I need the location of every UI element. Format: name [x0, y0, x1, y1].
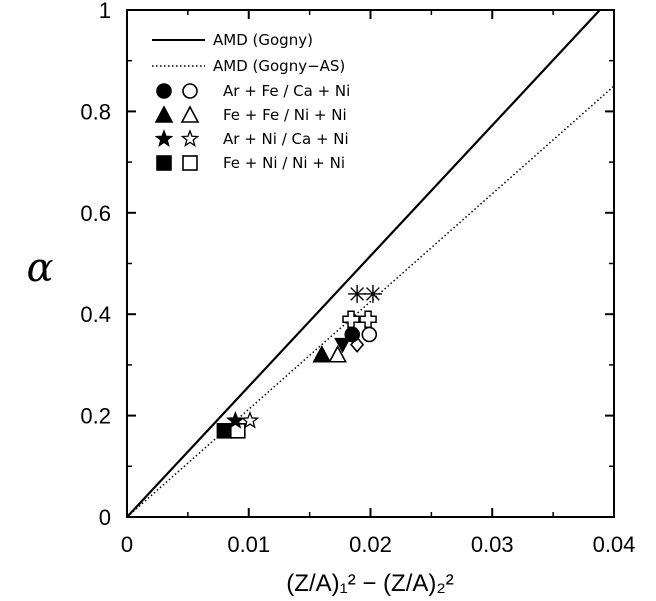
axis-ticks: 0 0.01 0.02 0.03 0.04 0 0.2 0.4 0.6 0.8 1: [80, 0, 635, 557]
y-axis-label: α: [26, 245, 53, 291]
y-tick-label: 0.8: [80, 99, 111, 124]
model-lines: [127, 10, 614, 517]
legend-line-label: AMD (Gogny): [213, 31, 313, 49]
data-point-square-filled: [216, 423, 233, 439]
legend: AMD (Gogny) AMD (Gogny−AS) Ar + Fe / Ca + …: [152, 31, 350, 172]
legend-marker-star-filled: [154, 129, 174, 147]
data-point-star-open: [240, 410, 260, 429]
plot-frame: [126, 9, 615, 518]
y-tick-label: 0.4: [80, 302, 111, 327]
y-tick-label: 0.2: [80, 404, 111, 429]
data-point-triangle-down-filled: [334, 337, 351, 354]
data-point-star-filled: [225, 410, 245, 429]
data-point-asterisk-open: [363, 284, 382, 303]
line-gogny-as: [127, 85, 614, 517]
x-tick-label: 0: [121, 532, 133, 557]
legend-marker-label: Ar + Ni / Ca + Ni: [223, 130, 349, 148]
y-tick-label: 1: [99, 0, 111, 23]
legend-marker-star-open: [180, 129, 200, 147]
legend-marker-circle-open: [182, 83, 198, 99]
data-point-circle-filled: [344, 326, 361, 343]
legend-marker-label: Fe + Fe / Ni + Ni: [223, 106, 347, 124]
x-tick-label: 0.01: [227, 532, 270, 557]
data-point-cross-open: [359, 310, 377, 329]
data-point-triangle-open: [328, 345, 347, 363]
legend-marker-triangle-filled: [154, 105, 174, 123]
legend-marker-square-filled: [156, 155, 172, 171]
data-point-triangle-filled: [312, 345, 332, 363]
x-tick-label: 0.04: [593, 532, 636, 557]
line-gogny: [127, 10, 602, 517]
y-tick-label: 0.6: [80, 201, 111, 226]
legend-marker-triangle-open: [180, 105, 200, 123]
legend-marker-label: Fe + Ni / Ni + Ni: [223, 154, 345, 172]
data-point-circle-open: [361, 326, 378, 343]
legend-marker-label: Ar + Fe / Ca + Ni: [223, 82, 350, 100]
data-point-cross-open: [342, 310, 360, 329]
x-axis-label: (Z/A)₁² − (Z/A)₂²: [286, 570, 453, 597]
legend-marker-square-open: [182, 155, 198, 171]
x-tick-label: 0.02: [349, 532, 392, 557]
data-point-asterisk-open: [348, 284, 367, 303]
y-tick-label: 0: [99, 505, 111, 530]
legend-marker-circle-filled: [156, 83, 172, 99]
data-points: [216, 284, 382, 439]
x-tick-label: 0.03: [471, 532, 514, 557]
legend-line-label: AMD (Gogny−AS): [213, 57, 345, 75]
